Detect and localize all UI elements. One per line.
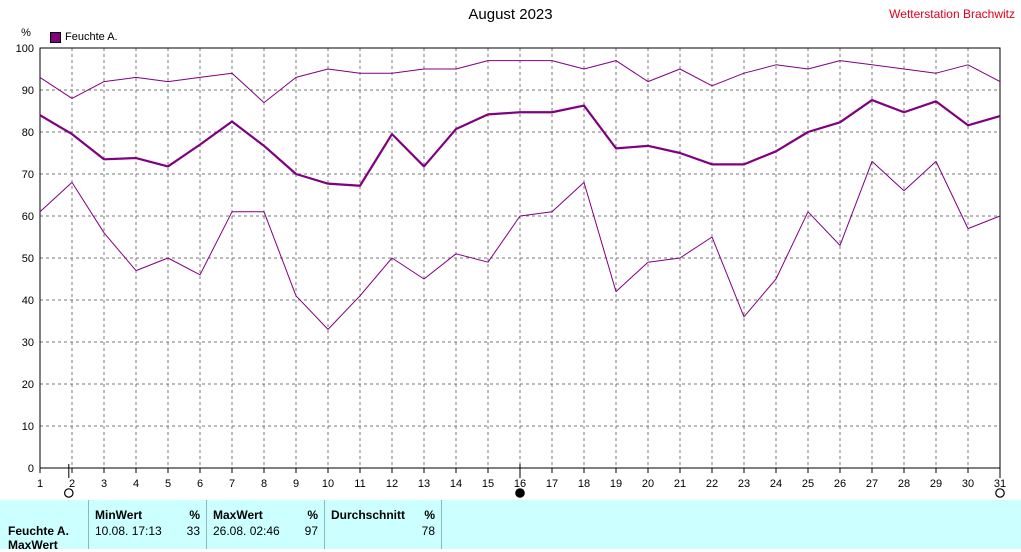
x-tick-label: 26 xyxy=(834,478,846,490)
min-header: MinWert xyxy=(95,508,143,522)
x-tick-label: 28 xyxy=(898,478,910,490)
x-tick-label: 19 xyxy=(610,478,622,490)
x-tick-label: 29 xyxy=(930,478,942,490)
min-unit: % xyxy=(189,508,200,522)
x-tick-label: 9 xyxy=(293,478,299,490)
x-tick-label: 21 xyxy=(674,478,686,490)
x-tick-label: 15 xyxy=(482,478,494,490)
x-tick-label: 1 xyxy=(37,478,43,490)
stats-row-label-2: MaxWert xyxy=(8,538,58,552)
y-tick-label: 80 xyxy=(22,127,34,139)
max-cell: MaxWert % 26.08. 02:46 97 xyxy=(206,500,324,549)
max-unit: % xyxy=(307,508,318,522)
max-value: 97 xyxy=(304,524,318,538)
series-line-min xyxy=(39,160,1001,330)
x-tick-label: 25 xyxy=(802,478,814,490)
y-tick-label: 50 xyxy=(22,253,34,265)
series-line-max xyxy=(39,60,1001,104)
x-tick-label: 17 xyxy=(546,478,558,490)
x-tick-label: 31 xyxy=(994,478,1006,490)
avg-unit: % xyxy=(424,508,435,522)
y-axis-label: % xyxy=(21,27,31,39)
y-tick-label: 10 xyxy=(22,421,34,433)
marker-open-circle xyxy=(995,488,1005,498)
min-value: 33 xyxy=(186,524,200,538)
y-tick-label: 60 xyxy=(22,211,34,223)
y-tick-label: 0 xyxy=(28,463,34,475)
legend-label: Feuchte A. xyxy=(65,31,118,43)
min-cell: MinWert % 10.08. 17:13 33 xyxy=(88,500,206,549)
stats-row-label: Feuchte A. xyxy=(8,524,69,538)
station-name: Wetterstation Brachwitz xyxy=(889,7,1015,21)
y-tick-label: 20 xyxy=(22,379,34,391)
y-tick-label: 90 xyxy=(22,85,34,97)
y-tick-label: 40 xyxy=(22,295,34,307)
avg-cell: Durchschnitt % 78 xyxy=(324,500,442,549)
max-time: 26.08. 02:46 xyxy=(213,524,280,538)
x-tick-label: 20 xyxy=(642,478,654,490)
min-time: 10.08. 17:13 xyxy=(95,524,162,538)
x-tick-label: 14 xyxy=(450,478,462,490)
x-tick-label: 27 xyxy=(866,478,878,490)
x-tick-label: 30 xyxy=(962,478,974,490)
x-tick-label: 18 xyxy=(578,478,590,490)
x-tick-label: 6 xyxy=(197,478,203,490)
x-tick-label: 12 xyxy=(386,478,398,490)
legend-swatch xyxy=(50,31,61,43)
y-tick-label: 70 xyxy=(22,169,34,181)
x-tick-label: 16 xyxy=(514,478,526,490)
legend: Feuchte A. xyxy=(50,31,118,43)
x-tick-label: 8 xyxy=(261,478,267,490)
x-tick-label: 3 xyxy=(101,478,107,490)
series-line-average xyxy=(39,98,1001,187)
x-tick-label: 11 xyxy=(354,478,365,490)
x-tick-label: 4 xyxy=(133,478,139,490)
x-tick-label: 2 xyxy=(69,478,75,490)
x-tick-label: 24 xyxy=(770,478,782,490)
x-tick-label: 5 xyxy=(165,478,171,490)
y-tick-label: 100 xyxy=(16,43,34,55)
y-tick-label: 30 xyxy=(22,337,34,349)
x-tick-label: 10 xyxy=(322,478,334,490)
statistics-panel: Feuchte A. MaxWert MinWert % 10.08. 17:1… xyxy=(0,500,1021,552)
x-tick-label: 22 xyxy=(706,478,718,490)
x-tick-label: 7 xyxy=(229,478,235,490)
marker-filled-circle xyxy=(515,488,525,498)
marker-open-circle xyxy=(64,488,74,498)
avg-header: Durchschnitt xyxy=(331,508,406,522)
x-tick-label: 23 xyxy=(738,478,750,490)
max-header: MaxWert xyxy=(213,508,263,522)
avg-value: 78 xyxy=(421,524,435,538)
x-tick-label: 13 xyxy=(418,478,430,490)
chart-title: August 2023 xyxy=(468,6,553,23)
